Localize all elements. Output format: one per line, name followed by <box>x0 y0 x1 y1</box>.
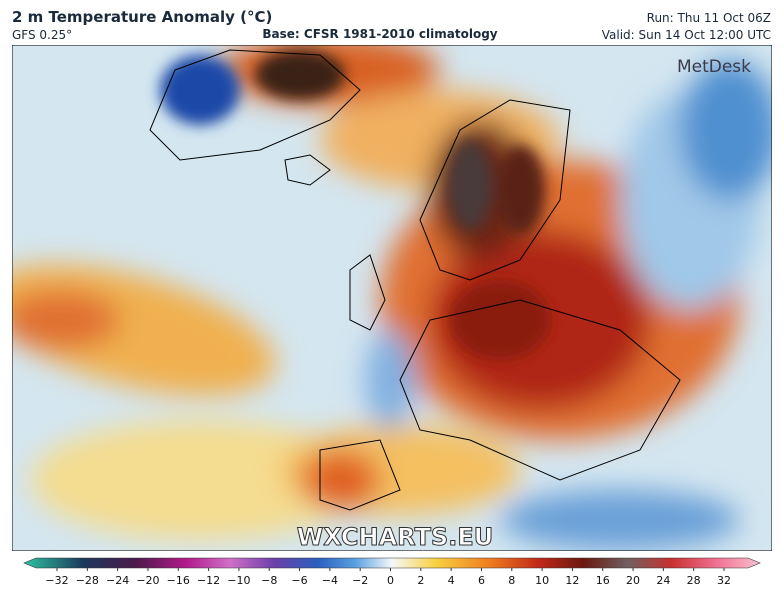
colorbar-tick-label: −32 <box>45 574 68 587</box>
colorbar-tick-label: 10 <box>535 574 549 587</box>
colorbar-tick-label: 0 <box>387 574 394 587</box>
colorbar-tick-label: 12 <box>565 574 579 587</box>
colorbar-tick-label: −2 <box>352 574 368 587</box>
watermark: WXCHARTS.EU <box>297 523 493 551</box>
colorbar-tick-label: −12 <box>197 574 220 587</box>
map: MetDesk WXCHARTS.EU <box>12 45 772 551</box>
colorbar-tick-label: −16 <box>167 574 190 587</box>
colorbar-tick-label: 24 <box>656 574 670 587</box>
colorbar-tick-label: −4 <box>322 574 338 587</box>
colorbar-tick-label: 32 <box>717 574 731 587</box>
colorbar-tick-label: 20 <box>626 574 640 587</box>
colorbar-tick-label: −24 <box>106 574 129 587</box>
colorbar-tick-label: 28 <box>687 574 701 587</box>
base-label: Base: CFSR 1981-2010 climatology <box>262 27 497 41</box>
colorbar-tick-label: 4 <box>448 574 455 587</box>
colorbar-tick-label: 8 <box>508 574 515 587</box>
colorbar-bar <box>23 557 761 569</box>
colorbar-tick-label: 2 <box>417 574 424 587</box>
valid-label: Valid: Sun 14 Oct 12:00 UTC <box>602 28 771 42</box>
colorbar-tick-label: 16 <box>596 574 610 587</box>
colorbar-tick-label: 6 <box>478 574 485 587</box>
title: 2 m Temperature Anomaly (°C) <box>12 8 272 26</box>
colorbar-tick-label: −10 <box>227 574 250 587</box>
colorbar-tick-label: −28 <box>76 574 99 587</box>
colorbar: −32 −28 −24 −20 −16 −12 −10 −8 −6 −4 −2 0 2 4 6 8 10 12 16… <box>23 557 761 587</box>
colorbar-tick-label: −6 <box>291 574 307 587</box>
run-label: Run: Thu 11 Oct 06Z <box>647 11 771 25</box>
model-label: GFS 0.25° <box>12 28 72 42</box>
logo: MetDesk <box>677 57 751 77</box>
colorbar-tick-label: −8 <box>261 574 277 587</box>
colorbar-tick-label: −20 <box>136 574 159 587</box>
